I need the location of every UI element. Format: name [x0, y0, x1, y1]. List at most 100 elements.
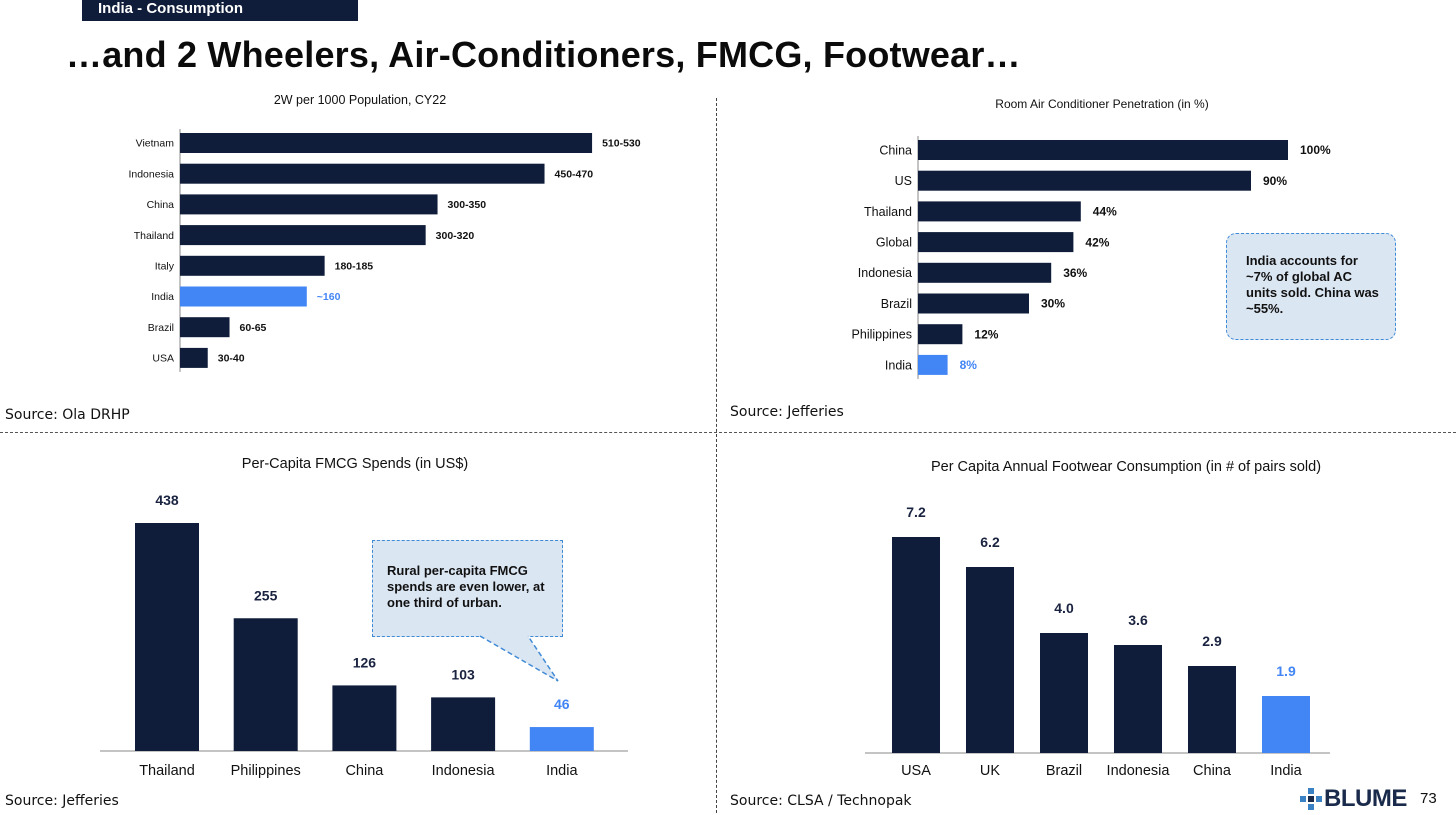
category-label: USA: [152, 353, 174, 365]
bar-china: [918, 140, 1288, 160]
value-label: 103: [451, 666, 475, 682]
bar-brazil: [918, 293, 1029, 314]
page-title: …and 2 Wheelers, Air-Conditioners, FMCG,…: [66, 34, 1021, 75]
category-label: India: [546, 763, 578, 779]
value-label: 510-530: [602, 138, 641, 150]
category-label: China: [345, 763, 384, 779]
bar-thailand: [135, 523, 199, 751]
callout-pointer: [479, 635, 559, 682]
section-tag: India - Consumption: [82, 0, 358, 21]
ac-callout: India accounts for ~7% of global AC unit…: [1226, 233, 1396, 340]
category-label: Indonesia: [128, 168, 174, 180]
bar-philippines: [233, 618, 298, 751]
category-label: Brazil: [148, 322, 174, 334]
value-label: 30-40: [218, 353, 245, 365]
category-label: US: [895, 174, 912, 188]
category-label: Italy: [155, 260, 175, 272]
value-label: 438: [155, 492, 179, 508]
value-label: 30%: [1041, 297, 1065, 311]
bar-indonesia: [1114, 645, 1162, 753]
category-label: Vietnam: [136, 138, 175, 150]
bar-us: [918, 170, 1251, 191]
bar-global: [918, 232, 1074, 253]
source-footwear: Source: CLSA / Technopak: [730, 793, 912, 809]
value-label: 2.9: [1202, 633, 1222, 649]
value-label: 60-65: [240, 322, 267, 334]
bar-india: [918, 354, 948, 375]
source-fmcg: Source: Jefferies: [5, 793, 119, 809]
chart-title: 2W per 1000 Population, CY22: [274, 93, 446, 107]
category-label: China: [879, 143, 912, 157]
bar-usa: [180, 347, 208, 368]
value-label: 42%: [1085, 235, 1109, 249]
bar-thailand: [918, 201, 1081, 222]
bar-china: [1188, 666, 1236, 753]
bar-vietnam: [180, 133, 593, 153]
chart-title: Room Air Conditioner Penetration (in %): [995, 97, 1208, 111]
value-label: 8%: [960, 358, 978, 372]
category-label: India: [1270, 763, 1302, 779]
value-label: 180-185: [335, 260, 374, 272]
value-label: 12%: [974, 327, 998, 341]
category-label: Indonesia: [1107, 763, 1171, 779]
category-label: Philippines: [852, 328, 912, 342]
category-label: UK: [980, 763, 1000, 779]
footwear-chart: Per Capita Annual Footwear Consumption (…: [865, 459, 1330, 779]
chart-title: Per Capita Annual Footwear Consumption (…: [931, 459, 1321, 475]
value-label: 300-320: [436, 230, 475, 242]
vertical-divider: [716, 98, 717, 813]
source-ac: Source: Jefferies: [730, 404, 844, 420]
bar-china: [180, 194, 438, 215]
bar-indonesia: [431, 697, 496, 751]
horizontal-divider: [0, 432, 1456, 433]
blume-logo: BLUME: [1300, 785, 1407, 812]
bar-indonesia: [918, 262, 1052, 283]
value-label: 44%: [1093, 205, 1117, 219]
value-label: 255: [254, 587, 278, 603]
category-label: Thailand: [134, 230, 174, 242]
chart-title: Per-Capita FMCG Spends (in US$): [242, 456, 468, 472]
logo-mark-icon: [1300, 788, 1322, 810]
category-label: India: [151, 291, 174, 303]
value-label: 450-470: [555, 168, 594, 180]
bar-india: [529, 727, 594, 751]
logo-text: BLUME: [1324, 785, 1407, 812]
fmcg-callout: Rural per-capita FMCG spends are even lo…: [372, 540, 563, 637]
category-label: Philippines: [231, 763, 301, 779]
value-label: 3.6: [1128, 612, 1148, 628]
fmcg-chart: Per-Capita FMCG Spends (in US$) 438 Thaila…: [100, 456, 628, 779]
value-label: 4.0: [1054, 600, 1074, 616]
value-label: 46: [554, 696, 570, 712]
category-label: India: [885, 358, 912, 372]
category-label: Indonesia: [432, 763, 496, 779]
category-label: Brazil: [881, 297, 912, 311]
category-label: Global: [876, 235, 912, 249]
bar-china: [332, 685, 397, 751]
category-label: Thailand: [139, 763, 195, 779]
source-two-wheeler: Source: Ola DRHP: [5, 407, 130, 423]
bar-italy: [180, 255, 325, 276]
value-label: 1.9: [1276, 663, 1296, 679]
bar-india: [1262, 696, 1310, 753]
two-wheeler-chart: 2W per 1000 Population, CY22 Vietnam 510-5…: [128, 93, 641, 372]
value-label: 36%: [1063, 266, 1087, 280]
bar-usa: [892, 537, 940, 753]
category-label: Thailand: [864, 205, 912, 219]
category-label: Indonesia: [858, 266, 912, 280]
value-label: 126: [353, 654, 377, 670]
bar-india: [180, 286, 307, 307]
value-label: 6.2: [980, 534, 1000, 550]
value-label: ~160: [317, 291, 341, 303]
bar-indonesia: [180, 163, 545, 184]
category-label: China: [1193, 763, 1232, 779]
page-number: 73: [1420, 790, 1437, 807]
bar-thailand: [180, 225, 426, 246]
category-label: China: [147, 199, 175, 211]
value-label: 300-350: [448, 199, 487, 211]
bar-uk: [966, 567, 1014, 753]
ac-penetration-chart: Room Air Conditioner Penetration (in %) C…: [852, 97, 1331, 379]
value-label: 90%: [1263, 174, 1287, 188]
value-label: 7.2: [906, 504, 926, 520]
bar-brazil: [180, 317, 230, 338]
bar-philippines: [918, 324, 963, 345]
